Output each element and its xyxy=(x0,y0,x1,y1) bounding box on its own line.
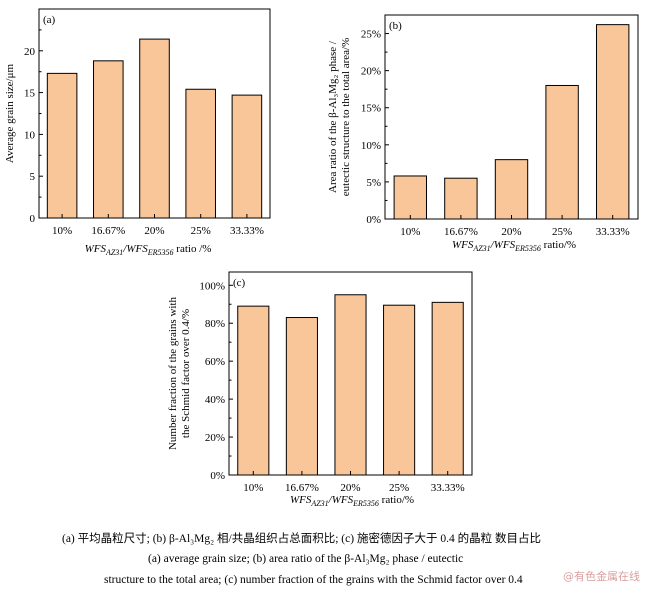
bar-a-1 xyxy=(46,72,78,219)
x-label-sub: ER5356 xyxy=(514,244,541,253)
x-label-sub: ER5356 xyxy=(147,248,174,257)
y-axis-label-line1-c: Number fraction of the grains with xyxy=(167,296,179,450)
bar-b-3 xyxy=(494,159,529,220)
y-axis-label-b: Area ratio of the β-Al₃Mg₂ phase /eutect… xyxy=(327,38,352,197)
y-tick-label-c-2: 40% xyxy=(205,394,225,406)
chart-panel-a: 0 5 10 15 20 10% 16.67% 20% 25% 33.33% (a) Average … xyxy=(4,8,271,257)
bar-a-5 xyxy=(231,94,263,219)
x-tick-label-b-4: 33.33% xyxy=(596,226,630,238)
x-tick-label-a-3: 25% xyxy=(191,225,211,237)
x-tick-label-c-3: 25% xyxy=(389,482,409,494)
y-tick-label-c-5: 100% xyxy=(199,280,225,292)
x-tick-label-a-1: 16.67% xyxy=(91,225,125,237)
watermark: @有色金属在线 xyxy=(563,570,640,583)
caption-line-2: (a) average grain size; (b) area ratio o… xyxy=(148,553,464,565)
y-tick-label-c-4: 80% xyxy=(205,318,225,330)
x-tick-label-a-4: 33.33% xyxy=(230,225,264,237)
y-axis-label-c: Number fraction of the grains withthe Sc… xyxy=(167,296,192,450)
y-tick-label-c-3: 60% xyxy=(205,356,225,368)
y-tick-label-a-1: 5 xyxy=(30,171,36,183)
x-label-part: /WFS xyxy=(490,239,516,251)
x-label-part: WFS xyxy=(85,243,107,255)
x-tick-label-a-0: 10% xyxy=(52,225,72,237)
x-label-sub: AZ31 xyxy=(105,248,123,257)
x-label-part: ratio /% xyxy=(174,243,212,255)
caption-line-3: structure to the total area; (c) number … xyxy=(104,574,523,586)
x-label-part: WFS xyxy=(290,494,312,506)
y-tick-label-c-1: 20% xyxy=(205,432,225,444)
bar-c-1 xyxy=(237,305,270,476)
x-tick-label-a-2: 20% xyxy=(144,225,164,237)
x-label-part: WFS xyxy=(452,239,474,251)
y-tick-label-b-0: 0% xyxy=(366,214,381,226)
y-tick-label-c-0: 0% xyxy=(210,470,225,482)
bar-b-1 xyxy=(393,175,427,220)
x-label-sub: ER5356 xyxy=(352,499,379,508)
bar-b-5 xyxy=(596,24,630,220)
bar-c-3 xyxy=(334,294,367,476)
y-tick-label-a-2: 10 xyxy=(24,129,36,141)
x-tick-label-c-1: 16.67% xyxy=(285,482,319,494)
y-axis-label-a: Average grain size/μm xyxy=(4,63,16,163)
y-tick-label-a-4: 20 xyxy=(24,46,36,58)
bar-a-4 xyxy=(185,88,216,219)
x-tick-label-c-0: 10% xyxy=(243,482,263,494)
bar-c-2 xyxy=(285,317,318,476)
y-tick-label-a-3: 15 xyxy=(24,88,36,100)
x-tick-label-c-2: 20% xyxy=(340,482,360,494)
x-label-sub: AZ31 xyxy=(310,499,328,508)
x-axis-label-c: WFSAZ31/WFSER5356 ratio/% xyxy=(290,494,414,508)
x-label-part: /WFS xyxy=(328,494,354,506)
x-axis-label-b: WFSAZ31/WFSER5356 ratio/% xyxy=(452,239,576,253)
caption-line-1: (a) 平均晶粒尺寸; (b) β-Al₃Mg₂ 相/共晶组织占总面积比; (c… xyxy=(62,533,541,545)
y-axis-label-line1-b: Area ratio of the β-Al₃Mg₂ phase / xyxy=(327,40,339,193)
bar-c-4 xyxy=(383,304,416,476)
y-tick-label-b-2: 10% xyxy=(361,140,381,152)
chart-panel-b: 0% 5% 10% 15% 20% 25% 10% 16.67% 20% 25% 33.33% (b)… xyxy=(327,14,639,253)
panel-label-c: (c) xyxy=(233,277,246,289)
bar-b-2 xyxy=(444,177,478,220)
x-tick-label-b-0: 10% xyxy=(400,226,420,238)
chart-panel-c: 0% 20% 40% 60% 80% 100% 10% 16.67% 20% 25% 33.33% (… xyxy=(167,271,473,508)
x-label-part: ratio/% xyxy=(379,494,414,506)
x-label-part: ratio/% xyxy=(541,239,576,251)
bar-c-5 xyxy=(431,301,464,476)
y-tick-label-b-4: 20% xyxy=(361,66,381,78)
panel-label-a: (a) xyxy=(43,14,56,26)
y-axis-label-line2-b: eutectic structure to the total area/% xyxy=(340,38,352,197)
x-label-sub: AZ31 xyxy=(472,244,490,253)
y-tick-label-b-1: 5% xyxy=(366,177,381,189)
bar-b-4 xyxy=(545,84,579,220)
x-tick-label-b-1: 16.67% xyxy=(444,226,478,238)
y-axis-label-line2-c: the Schmid factor over 0.4/% xyxy=(180,309,192,438)
y-tick-label-b-5: 25% xyxy=(361,29,381,41)
y-tick-label-b-3: 15% xyxy=(361,103,381,115)
bar-a-3 xyxy=(139,38,170,219)
y-tick-label-a-0: 0 xyxy=(30,213,36,225)
x-tick-label-c-4: 33.33% xyxy=(431,482,465,494)
x-tick-label-b-3: 25% xyxy=(552,226,572,238)
x-tick-label-b-2: 20% xyxy=(501,226,521,238)
x-axis-label-a: WFSAZ31/WFSER5356 ratio /% xyxy=(85,243,212,257)
x-label-part: /WFS xyxy=(122,243,148,255)
bar-a-2 xyxy=(93,60,124,219)
panel-label-b: (b) xyxy=(389,20,402,32)
